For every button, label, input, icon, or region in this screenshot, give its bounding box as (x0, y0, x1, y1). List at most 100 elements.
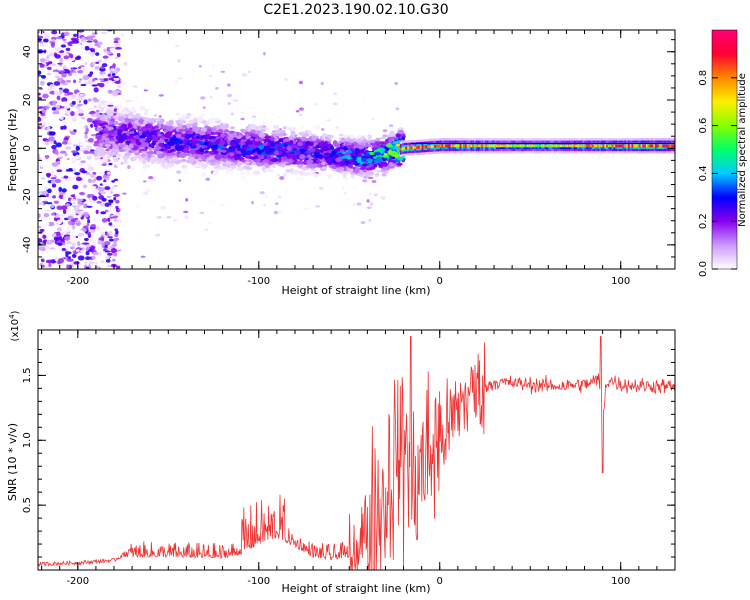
spectrogram-cell (479, 144, 482, 148)
spectrogram-cell (113, 218, 118, 222)
spectrogram-cell (243, 170, 252, 176)
spectrogram-cell (53, 236, 59, 241)
spectrogram-cell (67, 177, 74, 182)
spectrogram-cell (254, 138, 260, 142)
spectrogram-cell (277, 210, 282, 215)
spectrogram-cell (237, 146, 241, 152)
spectrogram-cell (399, 147, 402, 151)
spectrogram-cell (121, 33, 124, 37)
spectrogram-cell (93, 98, 100, 103)
spectrogram-cell (113, 40, 119, 44)
spectrogram-cell (472, 144, 475, 148)
spectrogram-cell (67, 215, 74, 220)
spectrogram-cell (214, 120, 222, 124)
spectrogram-cell (132, 117, 139, 121)
spectrogram-cell (70, 157, 77, 162)
spectrogram-cell (172, 110, 178, 113)
spectrogram-cell (191, 139, 199, 144)
spectrogram-cell (40, 177, 46, 180)
spectrogram-cell (446, 144, 449, 148)
spectrogram-cell (53, 200, 60, 204)
snr-x-tick-label: 0 (437, 576, 443, 587)
spectrogram-cell (114, 47, 122, 50)
spectrogram-cell (250, 156, 256, 160)
spectrogram-cell (541, 144, 544, 148)
spectrogram-cell (74, 60, 80, 64)
spectrogram-cell (329, 106, 333, 110)
spectrogram-cell (395, 143, 402, 147)
spectrogram-cell (51, 107, 57, 111)
spectrogram-cell (174, 44, 180, 48)
spectrogram-cell (78, 162, 85, 166)
spectrogram-cell (174, 146, 182, 150)
snr-x-tick-label: -100 (247, 576, 270, 587)
spectrogram-cell (106, 252, 113, 256)
spectrogram-cell (575, 144, 578, 148)
spectrogram-cell (553, 144, 556, 148)
spectrogram-cell (154, 44, 159, 48)
spectrogram-cell (506, 144, 509, 148)
spectrogram-cell (662, 144, 665, 148)
spectrogram-cell (295, 152, 300, 156)
spectrogram-cell (71, 253, 77, 258)
spectrogram-cell (635, 144, 638, 148)
spectrogram-cell (80, 46, 86, 50)
spectrogram-cell (127, 173, 132, 177)
spectrogram-cell (568, 144, 571, 148)
spectrogram-cell (425, 145, 428, 149)
spectrogram-cells (38, 30, 675, 269)
spectrogram-cell (141, 159, 147, 165)
spectrogram-cell (620, 144, 623, 148)
spectrogram-x-axis-label: Height of straight line (km) (281, 284, 430, 297)
spectrogram-cell (96, 82, 101, 86)
spectrogram-cell (73, 33, 78, 37)
spectrogram-cell (77, 80, 82, 84)
spectrogram-cell (198, 130, 205, 135)
spectrogram-cell (43, 266, 49, 269)
spectrogram-cell (230, 142, 237, 147)
spectrogram-cell (65, 47, 71, 52)
spectrogram-cell (477, 144, 480, 148)
spectrogram-cell (208, 135, 217, 140)
spectrogram-cell (43, 186, 49, 191)
spectrogram-cell (97, 171, 103, 174)
spectrogram-cell (427, 145, 430, 149)
spectrogram-cell (177, 77, 183, 80)
spectrogram-cell (119, 144, 126, 148)
spectrogram-cell (300, 126, 305, 129)
spectrogram-cell (52, 195, 56, 199)
spectrogram-cell (38, 238, 43, 243)
spectrogram-cell (101, 231, 106, 236)
spectrogram-cell (562, 144, 565, 148)
spectrogram-cell (79, 78, 83, 81)
spectrogram-cell (47, 72, 52, 76)
spectrogram-cell (299, 154, 306, 160)
spectrogram-cell (366, 206, 372, 209)
spectrogram-cell (208, 151, 215, 155)
spectrogram-cell (107, 89, 114, 94)
spectrogram-cell (220, 203, 226, 207)
spectrogram-cell (85, 174, 92, 179)
spectrogram-cell (55, 256, 59, 262)
spectrogram-cell (609, 144, 612, 148)
spectrogram-cell (67, 73, 72, 76)
spectrogram-cell (85, 250, 90, 256)
spectrogram-cell (87, 166, 95, 171)
spectrogram-cell (176, 151, 181, 155)
spectrogram-cell (111, 180, 116, 183)
spectrogram-cell (74, 96, 79, 100)
spectrogram-cell (106, 155, 111, 159)
spectrogram-cell (165, 156, 173, 159)
spectrogram-cell (138, 130, 143, 136)
spectrogram-cell (56, 95, 61, 101)
spectrogram-cell (352, 170, 360, 173)
spectrogram-cell (298, 80, 303, 85)
spectrogram-cell (47, 61, 53, 65)
spectrogram-cell (269, 147, 276, 152)
spectrogram-cell (397, 129, 405, 135)
spectrogram-cell (236, 135, 242, 140)
spectrogram-cell (347, 163, 353, 168)
spectrogram-cell (432, 144, 435, 148)
spectrogram-cell (412, 146, 415, 150)
spectrogram-cell (38, 70, 42, 75)
